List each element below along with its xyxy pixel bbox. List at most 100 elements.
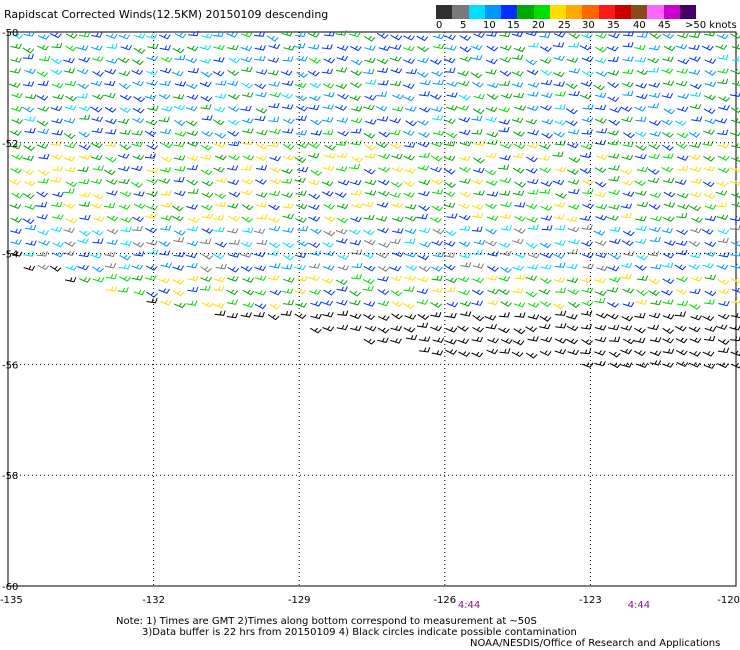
wind-barb [540,79,553,86]
wind-barb [593,230,606,236]
wind-barb [704,274,717,280]
wind-barb [473,167,485,174]
wind-barb [445,132,458,139]
wind-barb [485,58,498,65]
wind-barb [446,301,459,308]
wind-barb [228,154,240,161]
wind-barbs [8,30,740,369]
wind-barb [471,179,483,185]
wind-barb [186,164,198,171]
wind-barb [145,227,157,234]
wind-barb [255,192,268,198]
wind-barb [36,201,48,208]
wind-barb [511,117,524,124]
scale-swatch [631,5,648,19]
scale-swatch [582,5,599,19]
wind-barb [90,252,103,259]
wind-barb [364,325,377,332]
wind-barb [622,68,634,75]
scale-label: 45 [658,20,671,31]
wind-barb [539,323,551,330]
wind-barb [254,55,266,62]
wind-barb [553,32,566,38]
wind-barb [443,118,456,125]
wind-barb [716,201,728,208]
wind-barb [351,262,363,269]
wind-barb [321,180,334,187]
wind-barb [553,42,565,48]
wind-barb [688,326,701,333]
wind-barb [200,276,213,282]
wind-barb [620,274,632,280]
wind-barb [185,120,198,127]
wind-barb [432,251,445,258]
wind-barb [539,167,552,174]
wind-barb [228,106,240,113]
wind-barb [255,69,268,75]
wind-barb [351,249,363,255]
wind-barb [647,177,660,184]
wind-barb [159,128,172,135]
wind-barb [607,70,620,76]
wind-barb [267,141,280,148]
wind-barb [608,277,621,283]
wind-barb [608,351,621,358]
wind-barb [160,156,173,163]
wind-barb [215,263,227,270]
wind-barb [294,264,306,271]
wind-barb [459,191,472,198]
wind-barb [717,228,730,235]
wind-barb [336,55,349,62]
wind-barb [457,276,470,283]
wind-barb [446,81,459,87]
wind-barb [717,54,729,60]
wind-barb [553,131,566,138]
wind-barb [254,115,266,122]
wind-barb [444,34,456,41]
wind-barb [363,265,376,272]
wind-barb [363,35,376,42]
wind-barb [227,276,239,282]
wind-barb [65,45,77,52]
wind-barb [51,201,63,208]
wind-barb [254,31,266,37]
wind-barb [460,140,472,147]
wind-barb [309,82,322,89]
wind-barb [703,129,715,135]
wind-barb [511,82,524,88]
wind-barb [103,169,116,176]
wind-barb [323,289,336,296]
wind-barb [281,31,293,37]
wind-barb [675,43,688,50]
wind-barb [500,266,512,274]
wind-barb [513,131,525,137]
wind-barb [661,93,674,99]
wind-barb [688,361,701,368]
wind-barb [50,105,63,112]
wind-barb [132,59,144,66]
wind-barb [158,277,170,284]
wind-barb [540,205,553,211]
wind-barb [376,67,389,73]
wind-barb [308,263,321,269]
wind-barb [295,95,308,102]
wind-barb [228,140,240,147]
wind-barb [471,81,484,88]
wind-barb [662,177,675,184]
scale-label: 5 [460,20,467,31]
wind-barb [594,325,607,331]
wind-barb [200,104,212,110]
scale-label: 0 [436,20,443,31]
wind-barb [405,68,417,75]
wind-barb [731,287,740,293]
wind-barb [133,289,146,296]
wind-barb [322,165,335,171]
wind-barb [430,302,443,309]
wind-barb [662,313,675,320]
wind-barb [704,70,717,76]
wind-barb [131,181,143,188]
wind-barb [389,192,401,198]
wind-barb [173,176,185,183]
wind-barb [268,275,280,281]
wind-barb [649,32,662,40]
